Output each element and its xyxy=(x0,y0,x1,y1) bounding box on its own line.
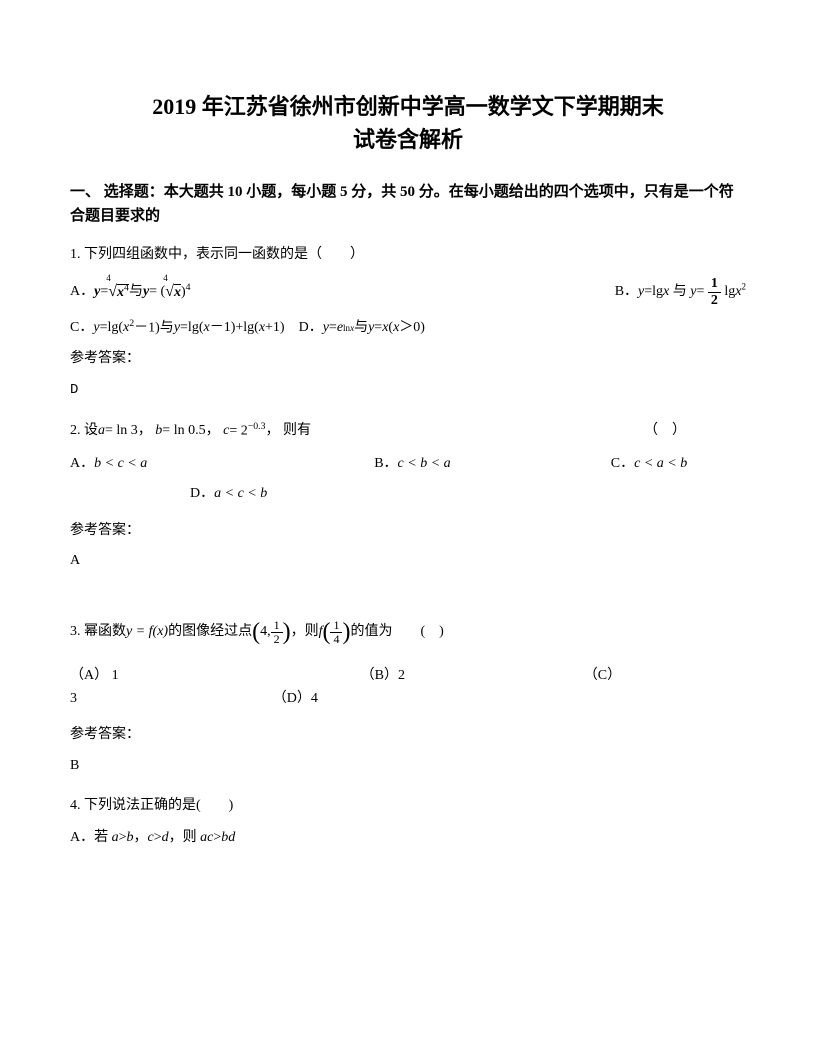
q3-text: 3. 幂函数 y = f(x) 的图像经过点 (4,12) ，则 f(14) 的… xyxy=(70,613,746,651)
question-1: 1. 下列四组函数中，表示同一函数的是（ ） A． y = 4 √x4 与 y … xyxy=(70,244,746,401)
question-4: 4. 下列说法正确的是( ) A．若 a>b，c>d，则 ac>bd xyxy=(70,795,746,850)
q2-answer: A xyxy=(70,550,746,572)
question-2: 2. 设 a = ln 3 ， b = ln 0.5 ， c = 2−0.3 ，… xyxy=(70,419,746,573)
q1-text: 1. 下列四组函数中，表示同一函数的是（ ） xyxy=(70,244,746,266)
q2-option-b: B．c < b < a xyxy=(374,453,611,475)
title-line1: 2019 年江苏省徐州市创新中学高一数学文下学期期末 xyxy=(152,94,664,119)
q1-answer: D xyxy=(70,379,746,401)
section-header: 一、 选择题：本大题共 10 小题，每小题 5 分，共 50 分。在每小题给出的… xyxy=(70,180,746,228)
question-3: 3. 幂函数 y = f(x) 的图像经过点 (4,12) ，则 f(14) 的… xyxy=(70,613,746,777)
q3-val-3: 3 xyxy=(70,688,273,710)
q2-option-c: C．c < a < b xyxy=(611,453,746,475)
q1-option-b: B．y=lgx 与 y= 12 lgx2 xyxy=(615,276,746,308)
q4-text: 4. 下列说法正确的是( ) xyxy=(70,795,746,817)
q3-options-row2: 3 （D）4 xyxy=(70,688,746,710)
q3-option-c: （C） xyxy=(584,665,746,687)
q2-option-a: A．b < c < a xyxy=(70,453,374,475)
q2-answer-label: 参考答案： xyxy=(70,520,746,542)
q1-answer-label: 参考答案： xyxy=(70,348,746,370)
q2-option-d: D．a < c < b xyxy=(190,483,746,505)
q3-option-d: （D）4 xyxy=(273,688,746,710)
q3-option-a: （A） 1 xyxy=(70,665,361,687)
q3-options-abc: （A） 1 （B）2 （C） xyxy=(70,665,746,687)
title-line2: 试卷含解析 xyxy=(353,127,463,152)
q2-text: 2. 设 a = ln 3 ， b = ln 0.5 ， c = 2−0.3 ，… xyxy=(70,419,746,443)
q3-answer: B xyxy=(70,755,746,777)
q4-option-a: A．若 a>b，c>d，则 ac>bd xyxy=(70,827,746,849)
q1-row-cd: C．y=lg(x2－1)与 y=lg(x－1)+lg(x+1) D．y=elnx… xyxy=(70,316,746,340)
q1-option-a: A． y = 4 √x4 与 y = ( 4 √x )4 xyxy=(70,279,191,305)
q2-options-abc: A．b < c < a B．c < b < a C．c < a < b xyxy=(70,453,746,475)
page-title: 2019 年江苏省徐州市创新中学高一数学文下学期期末 试卷含解析 xyxy=(70,90,746,156)
q1-row-ab: A． y = 4 √x4 与 y = ( 4 √x )4 B．y=lgx 与 y… xyxy=(70,276,746,308)
q3-answer-label: 参考答案： xyxy=(70,724,746,746)
q3-option-b: （B）2 xyxy=(361,665,584,687)
